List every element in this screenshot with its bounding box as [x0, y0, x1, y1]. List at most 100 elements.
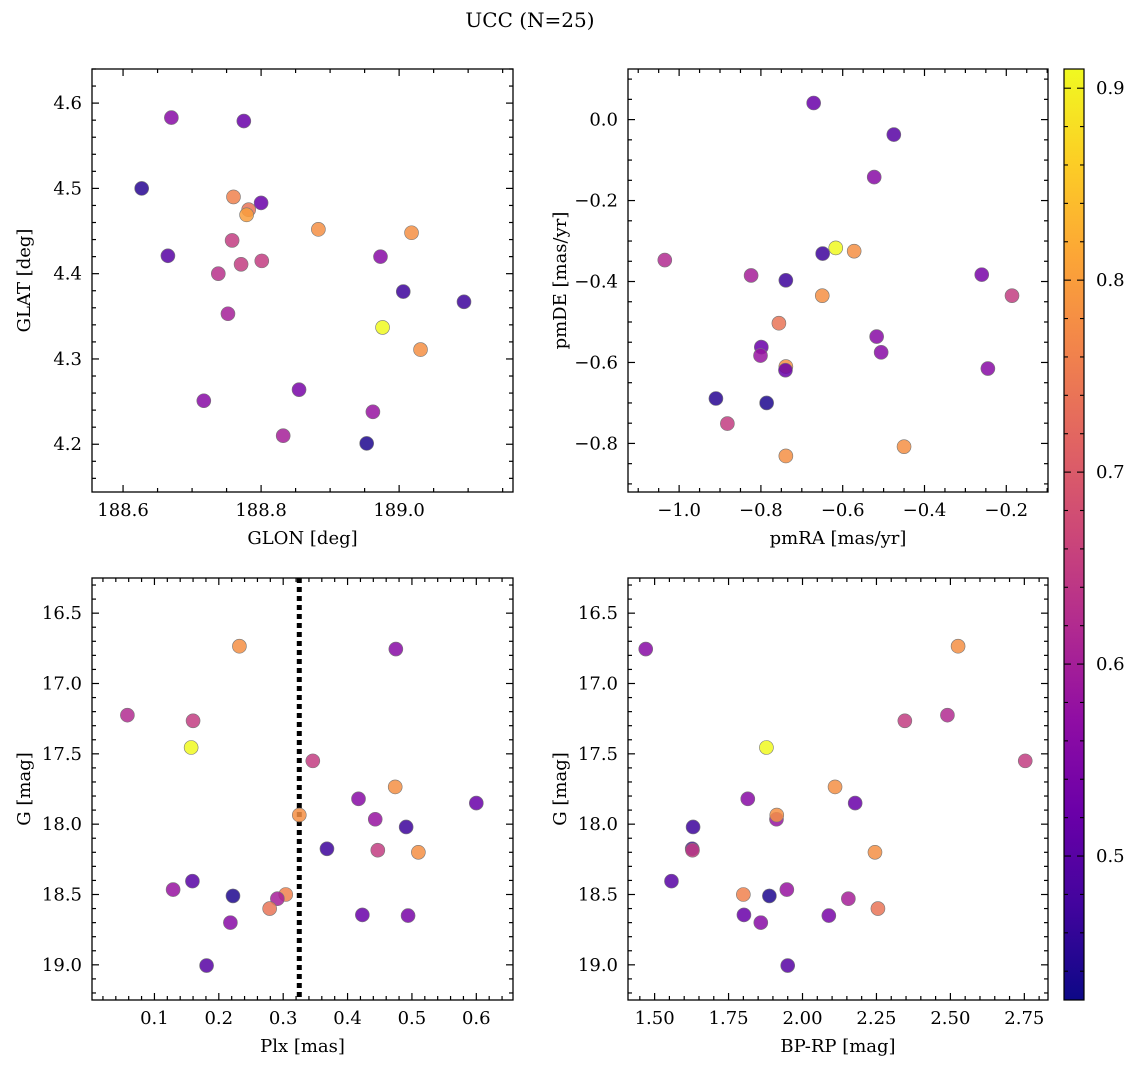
y-tick-label: 17.0: [42, 674, 82, 695]
x-tick-label: 2.25: [856, 1008, 896, 1029]
x-tick-label: 1.75: [709, 1008, 749, 1029]
x-tick-label: 2.00: [782, 1008, 822, 1029]
x-tick-label: 188.6: [97, 500, 149, 521]
data-point: [395, 284, 411, 299]
y-tick-label: −0.4: [574, 272, 618, 293]
y-tick-label: 16.5: [578, 603, 618, 624]
data-point: [373, 249, 388, 264]
data-point: [199, 958, 214, 973]
data-point: [398, 819, 414, 835]
y-axis-label: pmDE [mas/yr]: [550, 212, 571, 350]
data-point: [359, 436, 374, 451]
x-tick-label: 0.5: [398, 1008, 427, 1029]
axes-frame: [627, 577, 1049, 1001]
chart-title: UCC (N=25): [465, 8, 594, 32]
data-point: [456, 294, 472, 310]
ticks: [628, 69, 1048, 492]
data-point: [375, 320, 390, 335]
data-point: [400, 908, 416, 923]
data-point: [165, 882, 181, 897]
data-point: [270, 891, 285, 907]
data-point: [134, 181, 149, 196]
data-point: [220, 306, 236, 322]
data-point: [896, 439, 912, 454]
data-point: [866, 169, 882, 185]
data-point: [254, 253, 270, 269]
data-point: [827, 779, 843, 795]
data-point: [685, 819, 701, 835]
data-point: [262, 901, 277, 916]
data-point: [355, 907, 370, 923]
data-point: [120, 707, 135, 723]
x-tick-label: −0.8: [739, 500, 783, 521]
data-point: [657, 252, 673, 268]
data-point: [233, 256, 249, 272]
data-point: [815, 246, 830, 261]
data-point: [980, 361, 996, 376]
points: [120, 638, 484, 973]
x-tick-label: −0.2: [984, 500, 1028, 521]
colorbar-tick-label: 0.8: [1096, 270, 1125, 291]
colorbar-tick-label: 0.7: [1096, 462, 1125, 483]
data-point: [291, 807, 307, 823]
x-tick-label: 0.4: [333, 1008, 362, 1029]
data-point: [638, 641, 654, 657]
y-tick-label: 18.5: [42, 885, 82, 906]
data-point: [821, 908, 837, 923]
data-point: [370, 842, 386, 858]
data-point: [886, 127, 902, 142]
data-point: [413, 342, 428, 357]
ticks: [92, 578, 513, 1000]
y-tick-label: −0.8: [574, 433, 618, 454]
x-tick-label: −0.4: [903, 500, 947, 521]
data-point: [224, 233, 240, 248]
data-point: [778, 448, 794, 464]
x-tick-label: 2.50: [930, 1008, 970, 1029]
y-tick-label: 19.0: [42, 955, 82, 976]
data-point: [779, 882, 795, 897]
data-point: [743, 268, 759, 283]
y-tick-label: 4.3: [53, 349, 82, 370]
data-point: [664, 873, 679, 889]
y-tick-label: 18.5: [578, 885, 618, 906]
colorbar-gradient: [1063, 68, 1085, 1001]
data-point: [388, 641, 404, 657]
points: [638, 638, 1033, 973]
data-point: [753, 915, 769, 930]
x-axis-label: GLON [deg]: [247, 528, 357, 549]
data-point: [196, 393, 212, 409]
axes-frame: [91, 68, 514, 493]
y-tick-label: 0.0: [589, 110, 618, 131]
y-tick-label: 18.0: [578, 814, 618, 835]
data-point: [870, 901, 886, 916]
data-point: [685, 842, 700, 858]
data-point: [211, 266, 226, 281]
data-point: [828, 240, 844, 256]
data-point: [239, 207, 254, 223]
data-point: [736, 907, 752, 923]
data-point: [411, 844, 426, 860]
y-tick-label: 17.5: [578, 744, 618, 765]
y-tick-label: −0.2: [574, 191, 618, 212]
data-point: [708, 391, 724, 406]
data-point: [771, 315, 787, 331]
data-point: [974, 267, 990, 282]
y-tick-label: 4.5: [53, 178, 82, 199]
data-point: [780, 958, 796, 973]
y-tick-label: 17.0: [578, 674, 618, 695]
panel-glon-glat: 188.6 188.8 189.0 4.2 4.3 4.4 4.5 4.6 GLON [deg]…: [14, 68, 514, 549]
y-axis-label: G [mag]: [550, 752, 571, 825]
data-point: [387, 779, 403, 795]
data-point: [185, 713, 201, 729]
data-point: [753, 348, 768, 363]
x-tick-label: 0.2: [204, 1008, 233, 1029]
data-point: [164, 110, 179, 125]
data-point: [311, 222, 326, 237]
ticks: [92, 68, 513, 492]
data-point: [720, 416, 735, 431]
panels: 188.6 188.8 189.0 4.2 4.3 4.4 4.5 4.6 GLON [deg]…: [14, 68, 1049, 1057]
data-point: [351, 791, 366, 807]
data-point: [319, 841, 335, 857]
x-axis-label: BP-RP [mag]: [780, 1036, 895, 1057]
